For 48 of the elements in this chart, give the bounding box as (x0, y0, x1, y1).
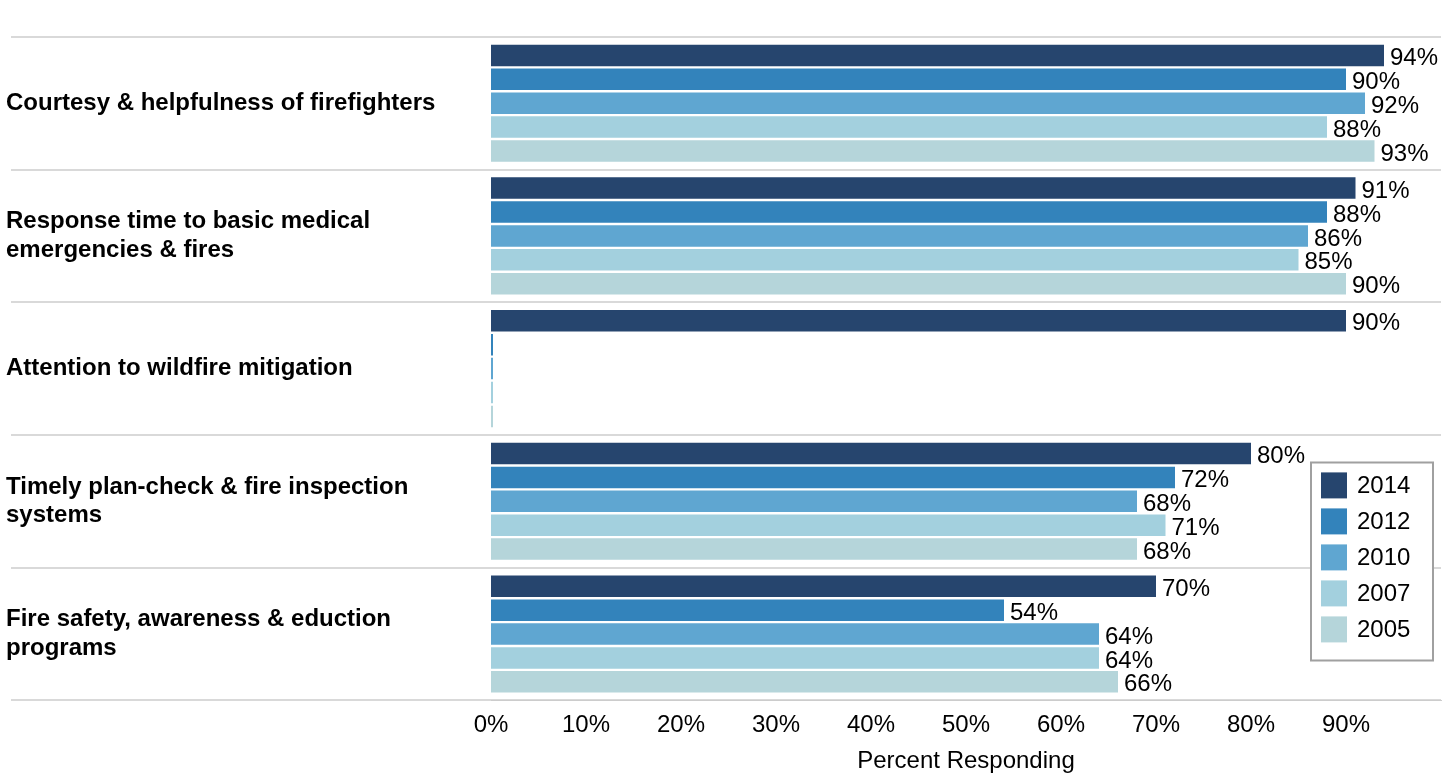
data-label: 90% (1352, 271, 1401, 299)
bar (491, 538, 1137, 560)
bar (491, 177, 1356, 199)
x-tick-label: 20% (656, 710, 706, 738)
bar (491, 92, 1365, 114)
x-tick-label: 10% (561, 710, 611, 738)
x-tick-label: 40% (846, 710, 896, 738)
data-label: 90% (1352, 308, 1401, 336)
legend-label: 2014 (1357, 471, 1411, 499)
bar (491, 671, 1118, 693)
bar (491, 116, 1327, 138)
data-label: 80% (1257, 441, 1306, 469)
bar (491, 249, 1299, 271)
x-tick-label: 0% (473, 710, 509, 738)
x-tick-label: 70% (1131, 710, 1181, 738)
y-tick-label: Courtesy & helpfulness of firefighters (6, 87, 436, 115)
y-tick-label: Response time to basic medical emergencies & fires (6, 206, 371, 262)
bar (491, 514, 1166, 536)
x-tick-label: 50% (941, 710, 991, 738)
y-tick-label: Timely plan-check & fire inspection systems (6, 471, 409, 528)
x-tick-label: 60% (1036, 710, 1086, 738)
x-tick-label: 30% (751, 710, 801, 738)
bar (491, 647, 1099, 669)
bar (491, 201, 1327, 223)
bar (491, 599, 1004, 621)
x-tick-label: 90% (1321, 710, 1371, 738)
data-label: 70% (1162, 573, 1211, 601)
legend-label: 2012 (1357, 507, 1411, 535)
bar (491, 466, 1175, 489)
legend-label: 2005 (1357, 615, 1411, 643)
x-tick-label: 80% (1226, 710, 1276, 738)
bar (491, 68, 1346, 91)
bar (491, 310, 1346, 332)
x-axis-title: Percent Responding (857, 746, 1075, 774)
bar (491, 272, 1346, 295)
bar (491, 140, 1375, 162)
y-tick-label: Attention to wildfire mitigation (6, 353, 353, 381)
data-label: 54% (1010, 597, 1059, 625)
bar (491, 225, 1308, 247)
y-tick-label: Fire safety, awareness & eduction programs (6, 604, 392, 661)
legend-label: 2010 (1357, 543, 1411, 571)
legend-label: 2007 (1357, 579, 1411, 607)
bar (491, 44, 1384, 67)
bar (491, 442, 1251, 465)
bar (491, 490, 1137, 513)
bar (491, 623, 1099, 645)
data-label: 93% (1380, 138, 1429, 166)
bar (491, 575, 1156, 598)
